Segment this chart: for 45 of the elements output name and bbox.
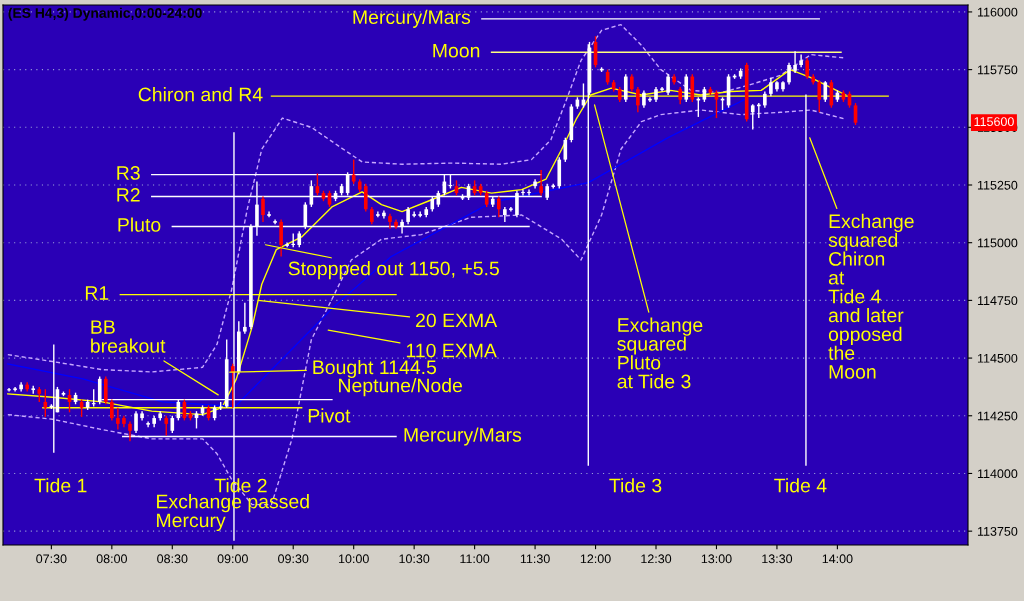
series-label: Neptune/Node bbox=[339, 378, 463, 397]
annotation: 20 EXMA bbox=[416, 313, 498, 328]
y-tick-label: 114500 bbox=[977, 353, 1018, 363]
series-label: Mercury/Mars bbox=[353, 9, 471, 28]
y-tick-label: 115250 bbox=[977, 180, 1018, 190]
x-tick-label: 10:30 bbox=[399, 554, 430, 564]
annotation: Bought 1144.5 bbox=[313, 359, 437, 379]
series-label: Chiron and R4 bbox=[138, 87, 263, 102]
series-label: Moon bbox=[433, 43, 480, 58]
annotation: BB breakout bbox=[91, 320, 166, 353]
x-tick-label: 11:00 bbox=[460, 554, 490, 564]
y-tick-label: 114750 bbox=[977, 296, 1018, 306]
y-tick-label: 115750 bbox=[977, 65, 1018, 75]
y-tick-label: 116000 bbox=[977, 7, 1018, 17]
ref-line-label: Tide 1 bbox=[34, 478, 87, 493]
series-label: R1 bbox=[85, 286, 109, 300]
series-label: Pivot bbox=[308, 408, 351, 423]
x-tick-label: 08:30 bbox=[157, 554, 188, 564]
x-tick-label: 08:00 bbox=[96, 554, 127, 564]
y-tick-label: 114000 bbox=[977, 469, 1018, 479]
y-tick-label: 115000 bbox=[977, 238, 1018, 248]
x-tick-label: 10:00 bbox=[339, 554, 369, 564]
x-tick-label: 12:00 bbox=[580, 554, 611, 564]
x-tick-label: 07:30 bbox=[36, 554, 67, 564]
y-tick-label: 114250 bbox=[977, 411, 1018, 421]
y-tick-label: 113750 bbox=[977, 526, 1018, 536]
annotation: 110 EXMA bbox=[406, 343, 497, 358]
text: Exchange squared Chiron at Tide 4 and later opposed the Moon bbox=[828, 213, 914, 379]
ref-line-label: Tide 4 bbox=[774, 478, 827, 493]
x-tick-label: 13:30 bbox=[762, 554, 793, 564]
annotation: Exchange squared Pluto at Tide 3 bbox=[617, 317, 703, 389]
x-tick-label: 12:30 bbox=[641, 554, 672, 564]
x-tick-label: 13:00 bbox=[701, 554, 732, 564]
x-tick-label: 11:30 bbox=[520, 554, 550, 564]
ref-line-label: Tide 3 bbox=[609, 478, 662, 493]
annotation: Stoppped out 1150, +5.5 bbox=[288, 261, 499, 280]
series-label: R2 bbox=[117, 187, 140, 202]
x-tick-label: 14:00 bbox=[822, 554, 853, 564]
series-label: Pluto bbox=[118, 217, 161, 232]
x-tick-label: 09:00 bbox=[217, 554, 248, 564]
chart-title: (ES H4,3) Dynamic,0:00-24:00 bbox=[8, 7, 202, 21]
x-tick-label: 09:30 bbox=[278, 554, 309, 564]
series-label: R3 bbox=[117, 166, 140, 180]
text: 115600 bbox=[974, 117, 1014, 127]
series-label: Mercury/Mars bbox=[404, 427, 522, 446]
